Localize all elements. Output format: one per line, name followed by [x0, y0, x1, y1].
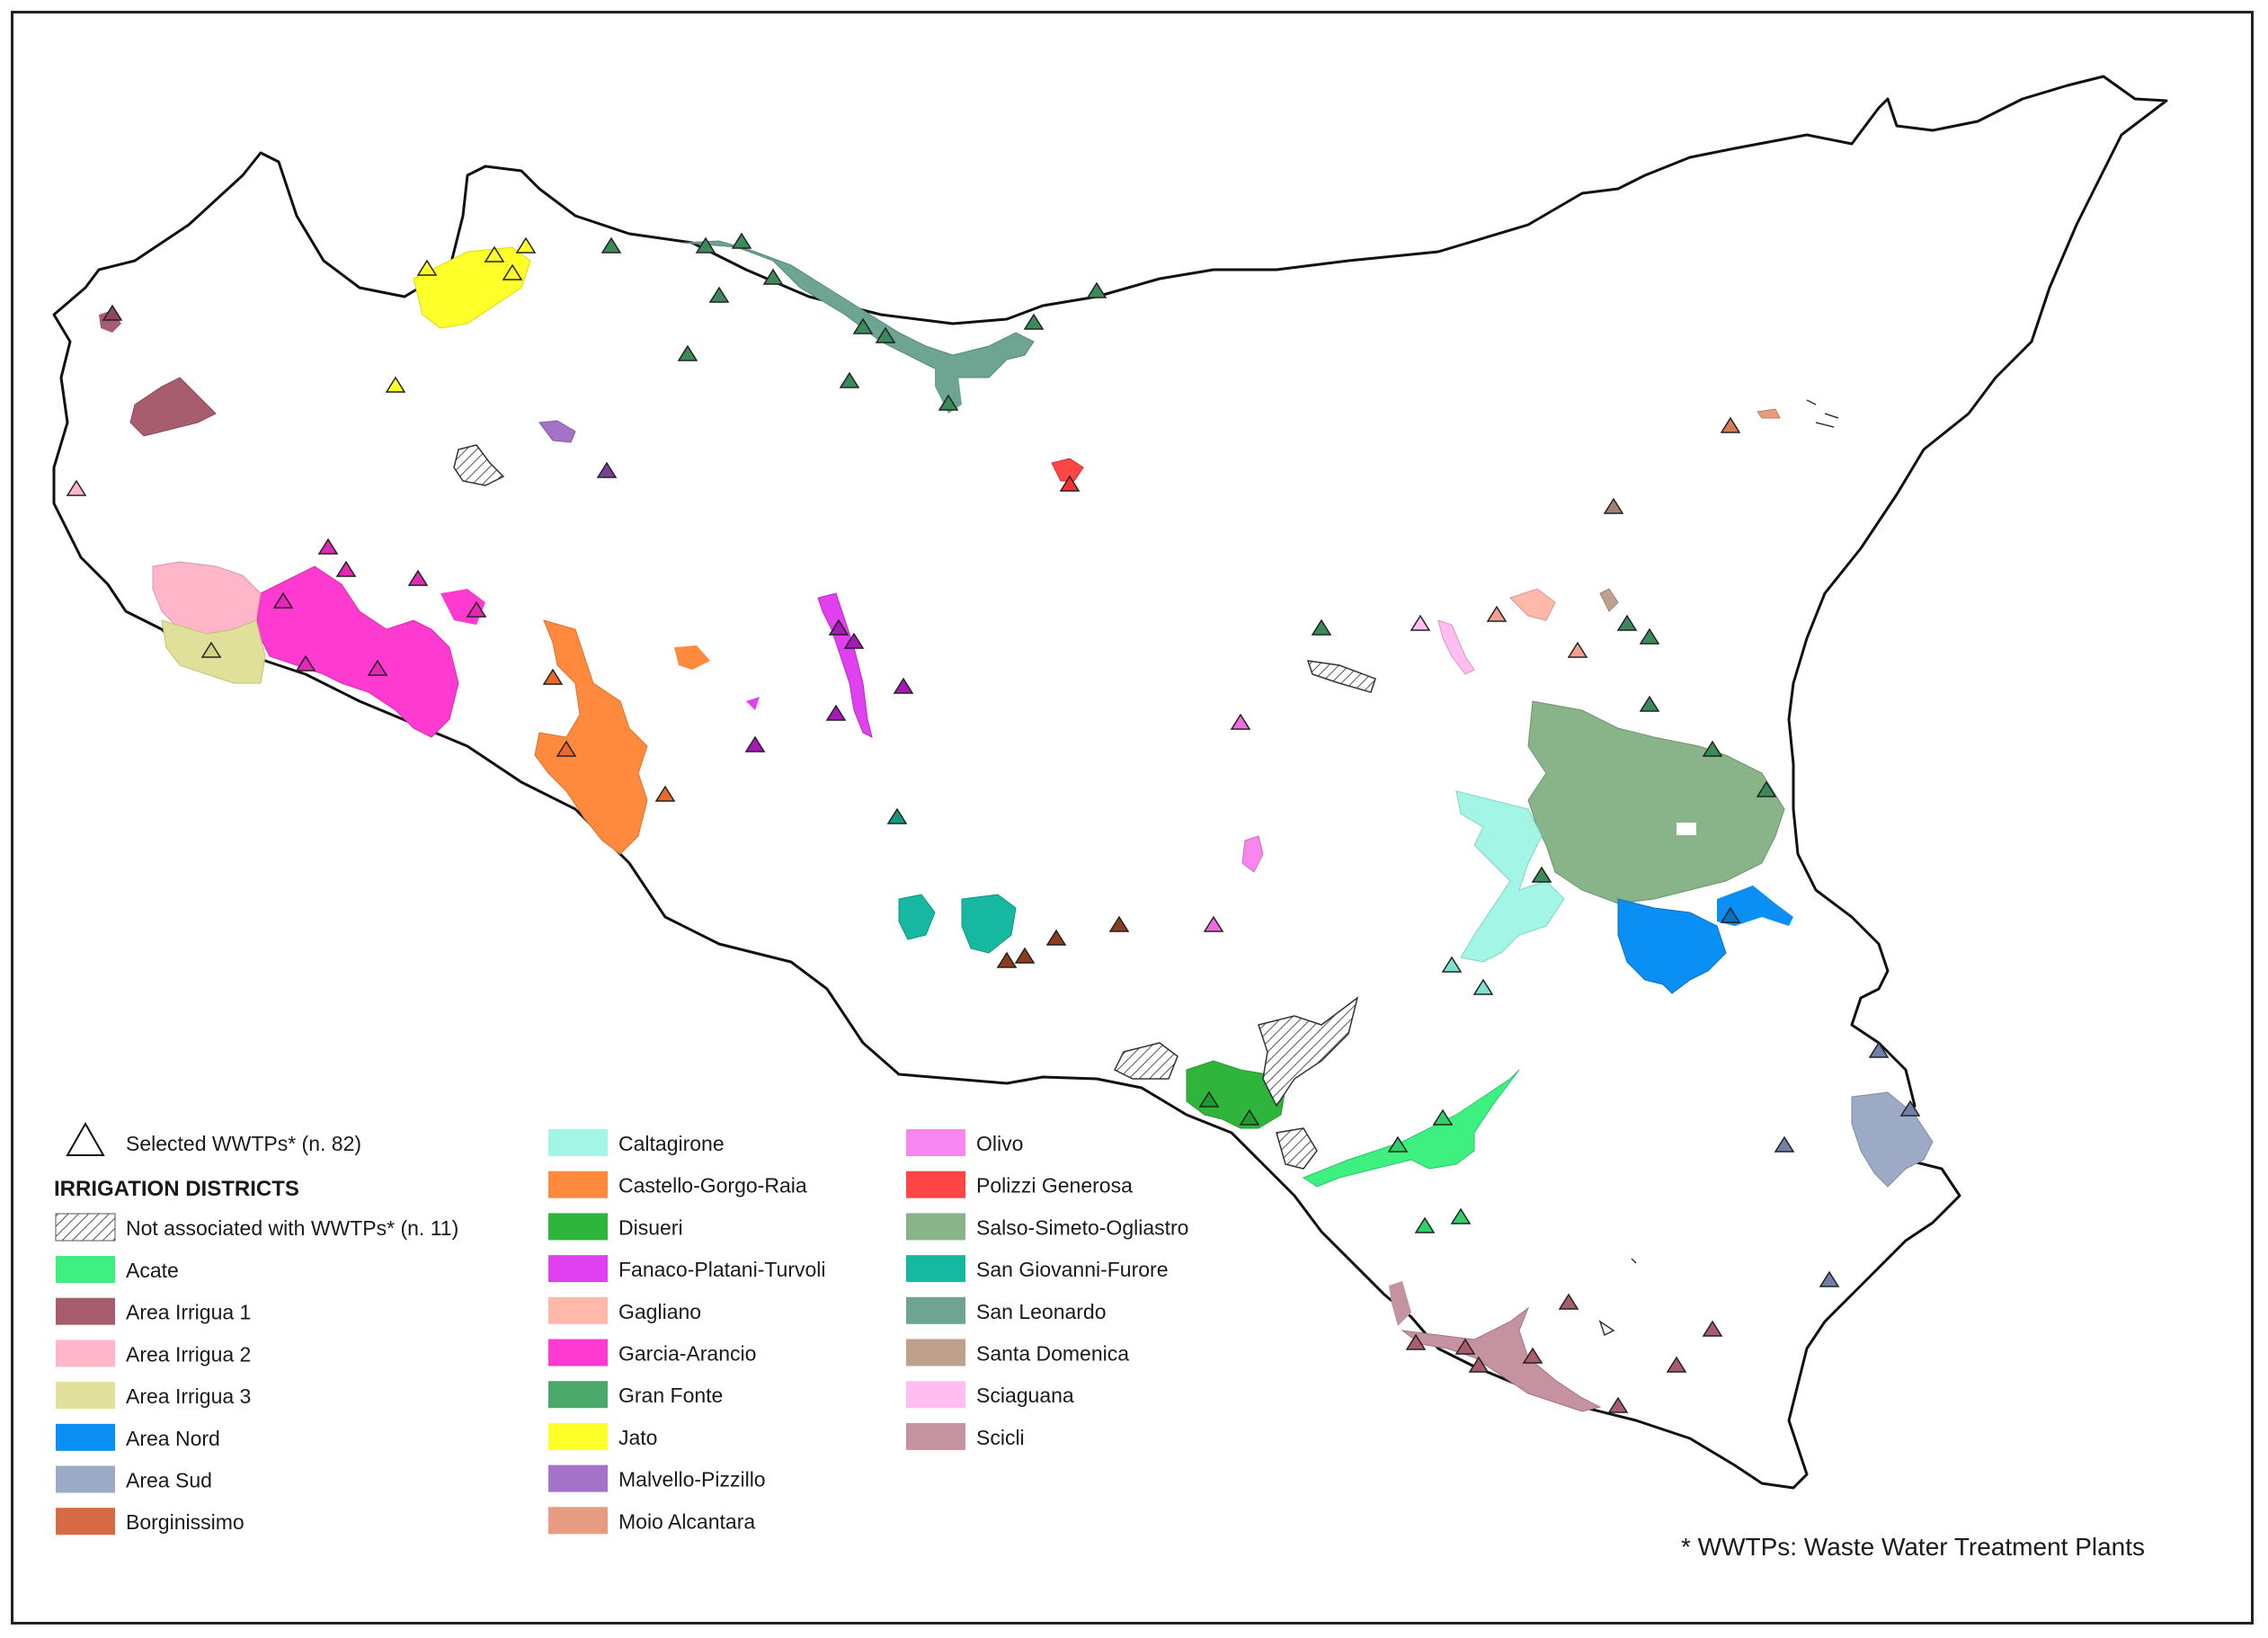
district-moio-alcantara	[1757, 408, 1781, 419]
sicily-coastline	[52, 75, 2168, 1490]
legend-label: Sciaguana	[976, 1384, 1074, 1407]
legend-label: Area Irrigua 3	[126, 1384, 251, 1408]
legend-swatch	[548, 1296, 608, 1324]
district-salso-simeto-ogliastro	[1527, 700, 1785, 904]
legend-swatch	[548, 1464, 608, 1492]
district-sciaguana	[1437, 619, 1475, 675]
legend-swatch	[56, 1382, 115, 1410]
legend-label: Castello-Gorgo-Raia	[618, 1174, 807, 1197]
legend-swatch	[56, 1297, 115, 1325]
legend-label: Gran Fonte	[618, 1384, 723, 1407]
legend-label: Acate	[126, 1259, 179, 1282]
legend-label: Caltagirone	[618, 1132, 725, 1155]
legend-label: Area Sud	[126, 1469, 212, 1492]
legend-swatch	[548, 1507, 608, 1535]
district-not-associated	[453, 444, 505, 486]
district-castello-gorgo-raia	[534, 619, 648, 855]
district-san-giovanni-furore	[898, 894, 1017, 954]
legend-swatch	[548, 1213, 608, 1241]
legend-swatch	[906, 1213, 965, 1241]
legend-swatch	[548, 1339, 608, 1366]
legend-label: Borginissimo	[126, 1510, 245, 1534]
district-malvello-pizzillo	[538, 420, 576, 443]
district-scicli	[1401, 1306, 1602, 1412]
legend-swatch	[548, 1381, 608, 1409]
wwtp-legend-label: Selected WWTPs* (n. 82)	[126, 1132, 361, 1155]
district-caltagirone	[1455, 790, 1565, 963]
legend-label: Santa Domenica	[976, 1342, 1129, 1366]
legend-swatch	[906, 1129, 965, 1156]
legend-label: San Giovanni-Furore	[976, 1258, 1169, 1281]
legend-label: Area Irrigua 1	[126, 1301, 251, 1324]
legend-swatch	[548, 1171, 608, 1198]
legend-label: Jato	[618, 1426, 657, 1449]
legend-swatch	[56, 1256, 115, 1283]
legend-label: Fanaco-Platani-Turvoli	[618, 1258, 826, 1281]
legend-label: Salso-Simeto-Ogliastro	[976, 1215, 1188, 1239]
legend-label: Area Nord	[126, 1427, 220, 1450]
district-jato	[413, 246, 531, 329]
unassociated-label: Not associated with WWTPs* (n. 11)	[126, 1216, 458, 1240]
legend-swatch	[548, 1422, 608, 1450]
map-frame	[11, 11, 2254, 1625]
legend-swatch	[906, 1255, 965, 1283]
legend-label: Area Irrigua 2	[126, 1342, 251, 1366]
legend-swatch	[906, 1422, 965, 1450]
district-disueri	[1186, 1060, 1286, 1129]
district-gagliano	[1509, 588, 1556, 621]
legend-swatch	[906, 1171, 965, 1198]
wwtp-legend-icon	[66, 1121, 105, 1156]
district-santa-domenica	[1599, 588, 1619, 612]
legend-swatch	[906, 1339, 965, 1366]
legend-label: Malvello-Pizzillo	[618, 1468, 766, 1491]
wwtp-markers	[66, 232, 1921, 1413]
unassociated-swatch	[55, 1213, 116, 1242]
legend-swatch	[56, 1465, 115, 1493]
legend-swatch	[56, 1508, 115, 1536]
district-san-leonardo	[682, 240, 1035, 378]
district-polizzi-generosa	[1051, 458, 1084, 482]
legend-label: Moio Alcantara	[618, 1509, 755, 1533]
legend-swatch	[56, 1423, 115, 1451]
legend-label: Olivo	[976, 1132, 1023, 1155]
legend-label: Garcia-Arancio	[618, 1342, 756, 1366]
legend-swatch	[548, 1255, 608, 1283]
legend-label: Scicli	[976, 1426, 1025, 1449]
legend-label: Polizzi Generosa	[976, 1174, 1133, 1197]
legend-swatch	[906, 1381, 965, 1409]
legend-label: San Leonardo	[976, 1300, 1107, 1323]
legend-swatch	[56, 1340, 115, 1367]
legend-label: Disueri	[618, 1215, 683, 1239]
legend-label: Gagliano	[618, 1300, 701, 1323]
district-acate	[1302, 1069, 1520, 1188]
district-area-nord	[1617, 898, 1727, 994]
district-area-irrigua-1	[129, 377, 217, 437]
district-olivo	[1241, 835, 1264, 873]
legend-swatch	[906, 1296, 965, 1324]
legend: Selected WWTPs* (n. 82) IRRIGATION DISTR…	[54, 1121, 1188, 1536]
legend-swatch	[548, 1129, 608, 1156]
footnote: * WWTPs: Waste Water Treatment Plants	[1681, 1533, 2145, 1561]
legend-title: IRRIGATION DISTRICTS	[54, 1177, 299, 1201]
